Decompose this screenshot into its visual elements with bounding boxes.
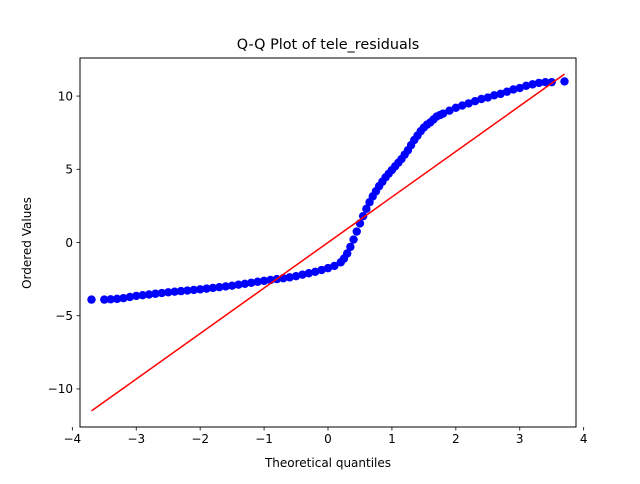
data-point (451, 103, 461, 112)
data-point (438, 109, 448, 118)
data-point (151, 289, 160, 298)
data-point (304, 269, 314, 278)
data-point (183, 286, 192, 295)
y-axis-label: Ordered Values (20, 197, 34, 289)
data-point (215, 282, 224, 292)
data-point (458, 101, 467, 110)
chart-title: Q-Q Plot of tele_residuals (237, 37, 420, 53)
y-tick-label: 5 (65, 163, 73, 177)
data-point (349, 235, 358, 244)
data-point (541, 77, 550, 87)
data-point (259, 276, 269, 286)
data-point (176, 286, 186, 296)
x-tick-label: 3 (516, 432, 524, 446)
data-point (202, 284, 211, 293)
data-point (317, 265, 326, 275)
data-point (291, 271, 301, 281)
data-point (515, 83, 524, 93)
data-point (521, 81, 531, 91)
data-point (247, 278, 256, 287)
data-point (195, 285, 205, 294)
data-point (311, 267, 320, 276)
data-point (106, 295, 115, 304)
data-point (298, 270, 307, 279)
axes-frame (79, 57, 577, 428)
x-tick-label: 1 (388, 432, 396, 446)
x-tick-label: 0 (324, 432, 332, 446)
data-point (464, 99, 473, 108)
data-point (164, 288, 173, 297)
data-point (132, 291, 141, 301)
data-point (157, 288, 167, 298)
x-axis-label: Theoretical quantiles (264, 456, 391, 470)
data-point (144, 290, 154, 299)
data-point (234, 280, 243, 289)
data-point (125, 292, 135, 302)
y-tick-label: 10 (58, 89, 73, 103)
data-point (534, 78, 544, 88)
plot-area (87, 73, 569, 412)
data-point (352, 227, 361, 236)
data-point (253, 277, 262, 286)
data-point (509, 85, 518, 94)
data-point (285, 273, 294, 282)
data-point (323, 263, 333, 273)
data-point (528, 80, 537, 89)
y-axis: −10 −5 0 5 10 (48, 89, 80, 396)
reference-line (91, 73, 565, 412)
x-tick-label: −4 (63, 432, 81, 446)
x-tick-label: 2 (452, 432, 460, 446)
data-point (100, 295, 109, 304)
x-axis: −4 −3 −2 −1 0 1 2 3 4 (63, 427, 587, 446)
data-point (240, 279, 250, 288)
data-point (346, 242, 355, 252)
data-point (489, 91, 499, 100)
data-point (87, 295, 96, 304)
data-point (560, 77, 569, 86)
data-point (477, 94, 486, 104)
data-point (483, 93, 492, 102)
x-tick-label: −2 (191, 432, 209, 446)
data-point (170, 287, 179, 296)
x-tick-label: 4 (580, 432, 588, 446)
data-point (342, 249, 352, 258)
data-point (119, 293, 128, 303)
data-point (445, 106, 454, 115)
data-point (496, 89, 505, 99)
data-point (330, 261, 339, 271)
x-tick-label: −1 (255, 432, 273, 446)
x-tick-label: −3 (127, 432, 145, 446)
data-point (227, 281, 237, 290)
y-tick-label: −5 (55, 309, 73, 323)
y-tick-label: −10 (48, 382, 73, 396)
data-point (208, 283, 218, 293)
data-point (112, 294, 122, 304)
y-tick-label: 0 (65, 236, 73, 250)
data-point (189, 285, 198, 295)
data-point (470, 97, 480, 106)
data-point (362, 204, 371, 214)
data-point (138, 291, 147, 300)
data-point (221, 282, 230, 291)
data-point (502, 87, 512, 96)
